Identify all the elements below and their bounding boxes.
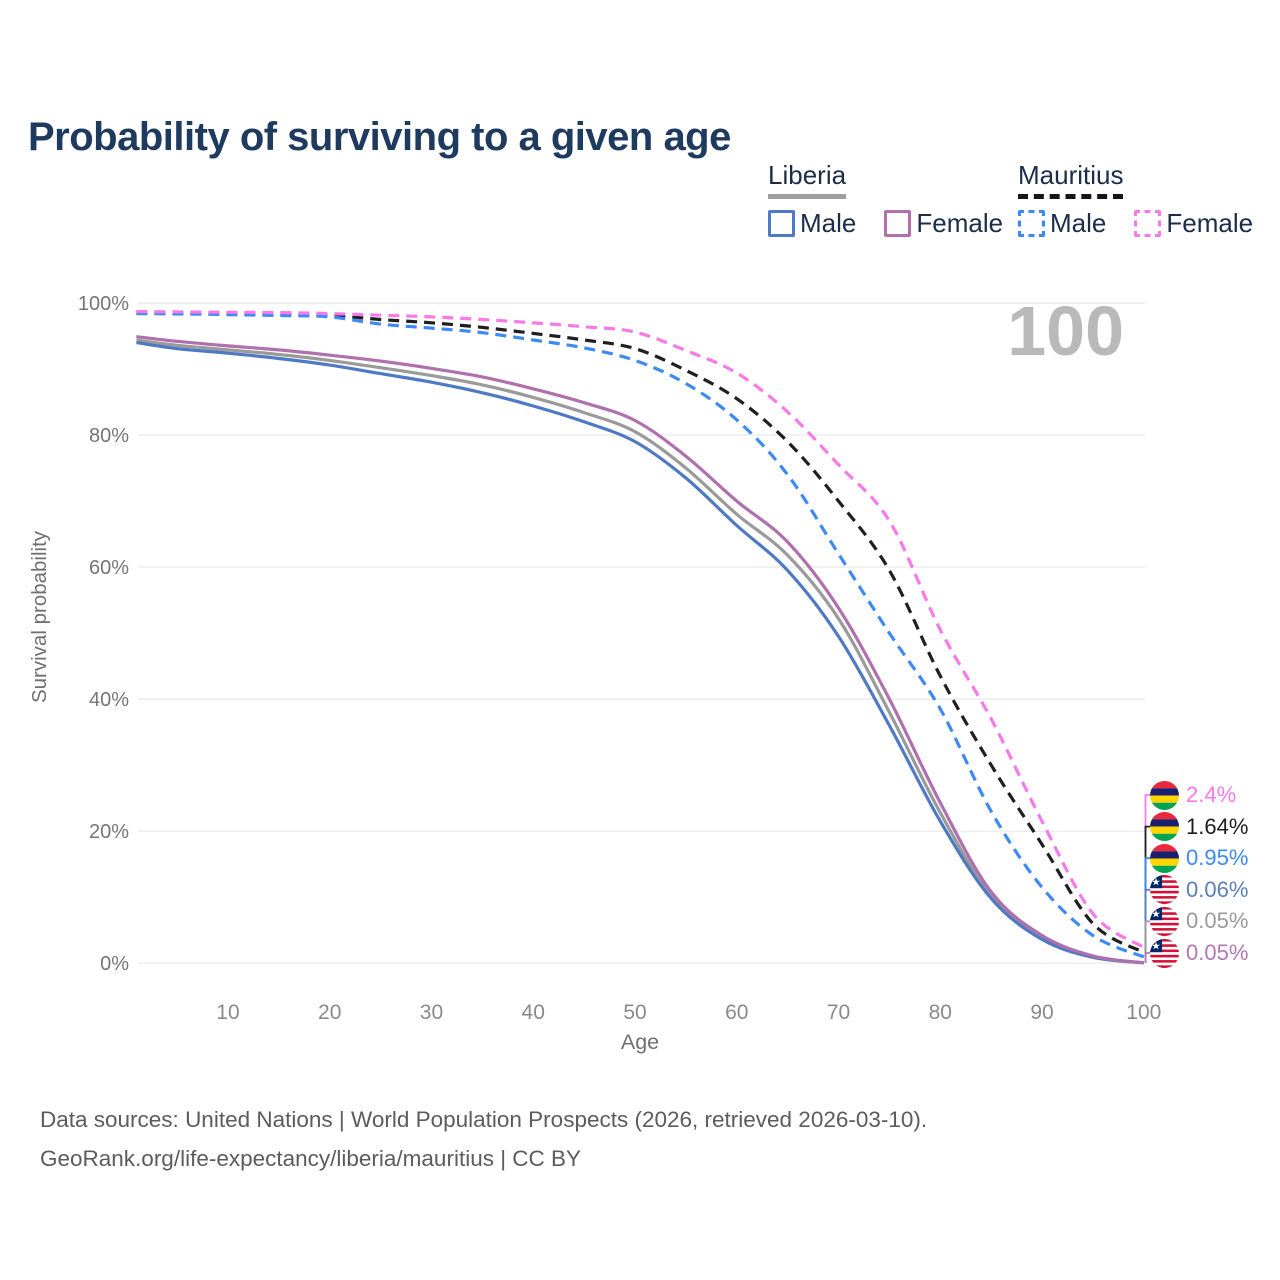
legend-item-liberia-female[interactable]: Female: [884, 208, 1003, 239]
end-label-liberia-combined: 0.05%: [1150, 906, 1248, 936]
liberia-flag-icon: [1150, 906, 1179, 936]
end-label-value: 2.4%: [1186, 782, 1237, 807]
x-tick-label: 60: [725, 1001, 748, 1024]
legend-label: Male: [1050, 208, 1107, 238]
y-tick-label: 80%: [89, 425, 129, 447]
x-tick-label: 50: [623, 1001, 646, 1024]
end-label-mauritius-combined: 1.64%: [1150, 812, 1248, 842]
legend-label: Female: [916, 208, 1004, 238]
end-label-value: 0.05%: [1186, 908, 1249, 934]
age-watermark: 100: [1007, 292, 1124, 370]
mauritius-male-swatch-icon: [1018, 210, 1045, 237]
x-axis-label: Age: [621, 1030, 659, 1054]
x-tick-label: 20: [318, 1001, 341, 1024]
data-source-footer: Data sources: United Nations | World Pop…: [40, 1100, 927, 1178]
y-tick-label: 40%: [89, 689, 129, 711]
end-label-value: 0.05%: [1186, 940, 1249, 965]
legend-item-liberia-male[interactable]: Male: [768, 208, 856, 239]
liberia-female-swatch-icon: [884, 210, 912, 237]
curve-liberia-female: [136, 335, 1145, 965]
mauritius-flag-icon: [1150, 843, 1179, 873]
liberia-male-swatch-icon: [768, 210, 795, 237]
legend-items-liberia: Male Female: [768, 208, 1003, 239]
curve-liberia-combined: [136, 338, 1145, 965]
footer-line-url[interactable]: GeoRank.org/life-expectancy/liberia/maur…: [40, 1146, 582, 1171]
end-label-value: 0.06%: [1186, 876, 1249, 902]
end-label-mauritius-male: 0.95%: [1150, 843, 1248, 873]
curve-mauritius-female: [136, 310, 1145, 949]
legend-title-mauritius: Mauritius: [1018, 160, 1124, 199]
y-axis-label: Survival probability: [28, 530, 51, 703]
end-label-value: 0.95%: [1186, 845, 1249, 871]
end-label-liberia-male: 0.06%: [1150, 875, 1248, 905]
leader-line-liberia-combined: [1144, 920, 1151, 963]
y-tick-label: 100%: [78, 293, 129, 315]
curve-mauritius-combined: [136, 311, 1145, 954]
end-label-value: 1.64%: [1186, 813, 1249, 839]
legend-label: Male: [800, 208, 857, 238]
end-label-mauritius-female: 2.4%: [1150, 780, 1236, 810]
y-tick-label: 20%: [89, 821, 129, 843]
y-tick-label: 0%: [100, 953, 129, 975]
y-tick-label: 60%: [89, 557, 129, 579]
leader-line-liberia-female: [1144, 952, 1151, 963]
x-tick-label: 100: [1126, 1001, 1161, 1024]
legend-group-liberia: Liberia Male Female: [768, 160, 1003, 239]
x-tick-label: 80: [929, 1001, 952, 1024]
end-label-liberia-female: 0.05%: [1150, 938, 1248, 968]
liberia-flag-icon: [1150, 875, 1179, 905]
mauritius-flag-icon: [1150, 780, 1179, 810]
curve-mauritius-male: [136, 312, 1145, 959]
x-tick-label: 70: [827, 1001, 850, 1024]
page-title: Probability of surviving to a given age: [28, 114, 731, 159]
x-tick-label: 40: [522, 1001, 545, 1024]
legend-item-mauritius-male[interactable]: Male: [1018, 208, 1106, 239]
legend-items-mauritius: Male Female: [1018, 208, 1253, 239]
legend-label: Female: [1166, 208, 1254, 238]
legend-title-liberia: Liberia: [768, 160, 847, 199]
x-tick-label: 30: [420, 1001, 443, 1024]
mauritius-female-swatch-icon: [1134, 210, 1162, 237]
legend-item-mauritius-female[interactable]: Female: [1134, 208, 1253, 239]
footer-line-sources: Data sources: United Nations | World Pop…: [40, 1107, 928, 1132]
liberia-flag-icon: [1150, 938, 1179, 968]
x-tick-label: 90: [1030, 1001, 1053, 1024]
mauritius-flag-icon: [1150, 812, 1179, 842]
curve-liberia-male: [136, 341, 1144, 965]
x-tick-label: 10: [216, 1001, 239, 1024]
legend-group-mauritius: Mauritius Male Female: [1018, 160, 1253, 239]
